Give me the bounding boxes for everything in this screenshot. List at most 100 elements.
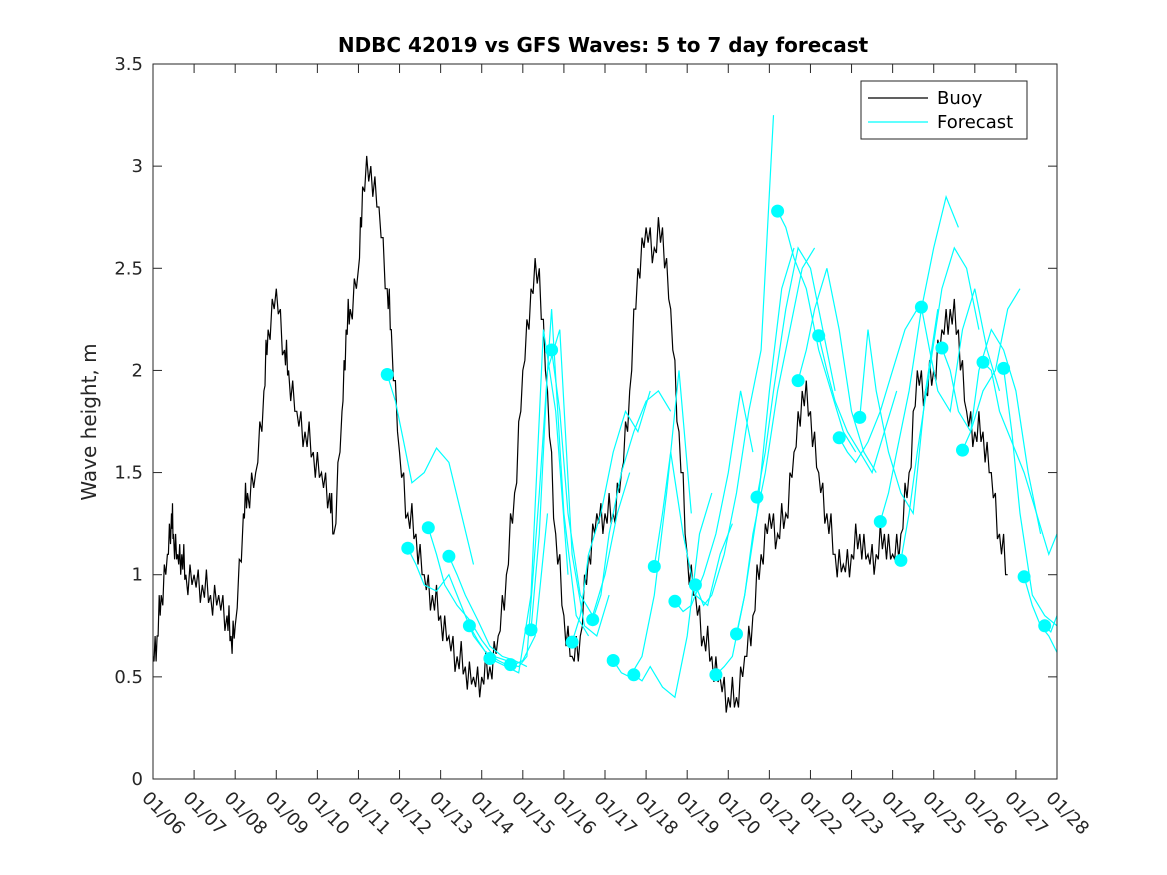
- forecast-point-0: [380, 368, 394, 381]
- forecast-line-2: [427, 527, 507, 662]
- x-tick-label: 01/06: [137, 788, 189, 840]
- y-axis-title: Wave height, m: [77, 343, 101, 500]
- plot-series: [153, 115, 1057, 713]
- forecast-point-20: [791, 374, 805, 388]
- forecast-point-12: [627, 668, 641, 682]
- y-tick-label: 3: [132, 156, 143, 177]
- forecast-point-18: [750, 490, 764, 504]
- forecast-point-31: [1017, 570, 1031, 584]
- forecast-point-32: [1038, 619, 1052, 633]
- forecast-point-5: [483, 652, 497, 665]
- forecast-line-27: [941, 288, 1021, 434]
- forecast-point-2: [421, 521, 435, 535]
- x-tick-label: 01/16: [548, 788, 600, 840]
- forecast-line-23: [859, 309, 939, 516]
- forecast-line-18: [756, 246, 836, 498]
- forecast-line-14: [674, 390, 754, 613]
- forecast-line-9: [571, 390, 651, 643]
- x-tick-label: 01/11: [343, 788, 395, 840]
- y-tick-label: 3.5: [114, 54, 143, 75]
- forecast-line-30: [1003, 368, 1057, 627]
- forecast-line-12: [633, 492, 713, 699]
- x-tick-label: 01/17: [589, 788, 641, 840]
- chart-title: NDBC 42019 vs GFS Waves: 5 to 7 day fore…: [338, 33, 869, 57]
- forecast-line-20: [797, 268, 877, 473]
- legend-label-forecast: Forecast: [937, 112, 1013, 133]
- forecast-line-28: [961, 328, 1042, 535]
- forecast-line-26: [920, 288, 1001, 414]
- x-tick-label: 01/19: [672, 788, 724, 840]
- y-tick-label: 1: [132, 565, 143, 586]
- forecast-line-13: [653, 452, 733, 607]
- forecast-line-31: [1023, 576, 1057, 653]
- y-tick-label: 1.5: [114, 463, 143, 484]
- forecast-point-14: [668, 594, 682, 608]
- forecast-line-5: [489, 329, 569, 674]
- forecast-point-17: [730, 627, 743, 641]
- forecast-point-15: [688, 578, 702, 592]
- forecast-line-22: [838, 308, 918, 464]
- x-tick-label: 01/27: [1000, 788, 1052, 840]
- forecast-line-21: [818, 335, 898, 475]
- x-tick-label: 01/26: [959, 788, 1011, 840]
- forecast-point-3: [442, 549, 456, 563]
- forecast-point-1: [401, 541, 415, 555]
- x-tick-label: 01/09: [261, 788, 313, 840]
- forecast-point-22: [832, 431, 846, 445]
- forecast-line-25: [900, 246, 980, 561]
- forecast-line-7: [530, 329, 610, 638]
- forecast-point-30: [997, 361, 1011, 375]
- forecast-line-16: [715, 247, 795, 676]
- forecast-point-25: [894, 553, 908, 567]
- forecast-line-29: [982, 361, 1057, 557]
- y-tick-label: 2.5: [114, 258, 143, 279]
- x-tick-label: 01/20: [713, 788, 765, 840]
- x-tick-label: 01/23: [836, 788, 888, 840]
- forecast-point-26: [914, 300, 928, 314]
- forecast-point-10: [586, 613, 600, 627]
- forecast-point-24: [873, 515, 887, 529]
- forecast-point-29: [976, 355, 990, 369]
- x-tick-label: 01/07: [179, 788, 231, 840]
- legend: Buoy Forecast: [860, 80, 1028, 140]
- x-tick-label: 01/12: [384, 788, 436, 840]
- legend-label-buoy: Buoy: [937, 88, 983, 109]
- axes: 00.511.522.533.501/0601/0701/0801/0901/1…: [114, 54, 1093, 839]
- x-tick-label: 01/28: [1041, 788, 1093, 840]
- buoy-series-line: [153, 155, 1008, 713]
- forecast-line-17: [735, 247, 816, 635]
- legend-box: [860, 80, 1028, 140]
- x-tick-label: 01/10: [302, 788, 354, 840]
- forecast-line-0: [386, 374, 475, 565]
- x-tick-label: 01/18: [631, 788, 683, 840]
- forecast-point-4: [462, 619, 476, 633]
- plot-area: [153, 115, 1057, 713]
- x-tick-label: 01/25: [918, 788, 970, 840]
- x-tick-label: 01/08: [220, 788, 272, 840]
- forecast-line-8: [551, 349, 631, 618]
- forecast-point-16: [709, 668, 723, 682]
- x-tick-label: 01/21: [754, 788, 806, 840]
- forecast-point-7: [524, 623, 538, 637]
- x-tick-label: 01/24: [877, 788, 929, 840]
- y-tick-label: 0.5: [114, 667, 143, 688]
- forecast-point-13: [647, 560, 661, 573]
- forecast-point-8: [545, 343, 559, 357]
- forecast-point-19: [771, 204, 785, 218]
- forecast-point-23: [853, 410, 867, 424]
- forecast-point-28: [956, 443, 969, 457]
- y-tick-label: 0: [132, 769, 143, 790]
- forecast-point-11: [606, 654, 620, 667]
- forecast-line-11: [612, 370, 692, 678]
- forecast-line-15: [694, 115, 775, 607]
- x-tick-label: 01/15: [507, 788, 559, 840]
- x-tick-label: 01/14: [466, 788, 518, 840]
- y-tick-label: 2: [132, 360, 143, 381]
- forecast-point-6: [504, 658, 517, 672]
- x-tick-label: 01/13: [425, 788, 477, 840]
- forecast-line-24: [879, 194, 959, 522]
- forecast-line-10: [592, 389, 672, 620]
- forecast-point-9: [565, 635, 579, 649]
